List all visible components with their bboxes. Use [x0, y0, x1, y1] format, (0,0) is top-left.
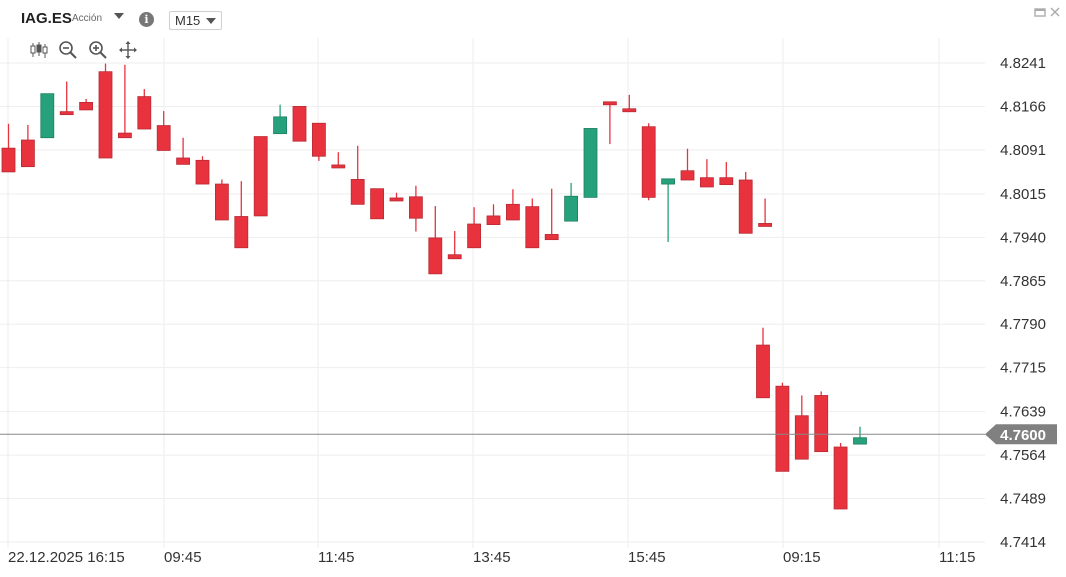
y-tick-label: 4.7564 [1000, 447, 1046, 464]
x-tick-label: 22.12.2025 16:15 [8, 549, 125, 566]
candle-body[interactable] [641, 126, 656, 198]
candle-body[interactable] [447, 254, 462, 260]
y-tick-label: 4.8166 [1000, 98, 1046, 115]
zoom-out-icon[interactable] [58, 40, 78, 60]
x-tick-label: 15:45 [628, 549, 666, 566]
pan-move-icon[interactable] [118, 40, 138, 60]
y-tick-label: 4.7489 [1000, 491, 1046, 508]
info-icon[interactable]: i [139, 12, 154, 27]
y-tick-label: 4.8091 [1000, 142, 1046, 159]
zoom-in-icon[interactable] [88, 40, 108, 60]
candle-body[interactable] [758, 223, 772, 227]
candle-body[interactable] [814, 395, 829, 453]
candle-body[interactable] [853, 437, 867, 445]
y-tick-label: 4.8241 [1000, 55, 1046, 72]
y-tick-label: 4.7715 [1000, 360, 1046, 377]
candle-body[interactable] [370, 188, 385, 220]
candle-body[interactable] [738, 179, 753, 234]
chevron-down-icon [206, 18, 216, 24]
candle-body[interactable] [603, 101, 617, 106]
candle-body[interactable] [428, 237, 443, 275]
candle-body[interactable] [389, 197, 404, 202]
candle-body[interactable] [544, 234, 559, 241]
candle-body[interactable] [98, 71, 113, 159]
symbol-dropdown-icon[interactable] [114, 13, 124, 19]
y-tick-label: 4.7639 [1000, 404, 1046, 421]
candle-body[interactable] [253, 136, 268, 217]
x-tick-label: 09:15 [783, 549, 821, 566]
timeframe-value: M15 [175, 13, 201, 28]
candle-body[interactable] [292, 106, 307, 142]
candle-body[interactable] [59, 111, 74, 116]
candle-body[interactable] [564, 195, 578, 222]
candle-body[interactable] [486, 215, 501, 225]
y-tick-label: 4.7790 [1000, 316, 1046, 333]
current-price-tag [985, 424, 1057, 445]
instrument-type-label: Acción [72, 13, 103, 24]
candle-body[interactable] [680, 170, 695, 181]
candle-body[interactable] [214, 183, 229, 221]
candle-body[interactable] [700, 177, 714, 188]
close-icon[interactable] [1049, 6, 1061, 18]
candle-body[interactable] [794, 415, 809, 460]
y-tick-label: 4.7865 [1000, 273, 1046, 290]
candle-body[interactable] [195, 159, 210, 185]
candle-body[interactable] [273, 116, 288, 135]
candle-body[interactable] [79, 101, 93, 111]
symbol-label[interactable]: IAG.ES [21, 10, 72, 27]
candle-body[interactable] [350, 179, 365, 205]
x-tick-label: 11:15 [939, 549, 975, 566]
x-tick-label: 13:45 [473, 549, 511, 566]
candle-body[interactable] [833, 446, 848, 510]
candle-body[interactable] [137, 96, 152, 130]
candle-body[interactable] [1, 147, 16, 173]
candle-body[interactable] [40, 93, 55, 139]
candle-body[interactable] [525, 206, 540, 249]
candle-body[interactable] [661, 178, 675, 185]
candle-body[interactable] [583, 128, 598, 198]
candle-body[interactable] [467, 223, 482, 249]
timeframe-select[interactable]: M15 [169, 11, 222, 30]
candle-body[interactable] [176, 157, 191, 165]
candle-body[interactable] [505, 203, 520, 221]
y-tick-label: 4.7414 [1000, 534, 1046, 551]
y-tick-label: 4.7940 [1000, 229, 1046, 246]
candle-body[interactable] [408, 196, 423, 219]
candle-body[interactable] [156, 125, 171, 151]
candle-body[interactable] [118, 132, 132, 139]
candle-body[interactable] [20, 139, 35, 168]
current-price-label: 4.7600 [1000, 427, 1046, 444]
chart-header: IAG.ES Acción i M15 [0, 0, 1066, 38]
x-tick-label: 11:45 [318, 549, 354, 566]
candle-body[interactable] [775, 385, 790, 472]
candle-body[interactable] [756, 344, 770, 399]
candle-body[interactable] [311, 122, 326, 157]
candle-body[interactable] [234, 216, 249, 249]
candle-body[interactable] [622, 108, 637, 113]
y-tick-label: 4.8015 [1000, 186, 1046, 203]
candle-body[interactable] [331, 164, 346, 169]
candlestick-icon[interactable] [29, 40, 49, 60]
minimize-icon[interactable] [1034, 6, 1046, 18]
candle-body[interactable] [719, 177, 734, 186]
x-tick-label: 09:45 [164, 549, 202, 566]
